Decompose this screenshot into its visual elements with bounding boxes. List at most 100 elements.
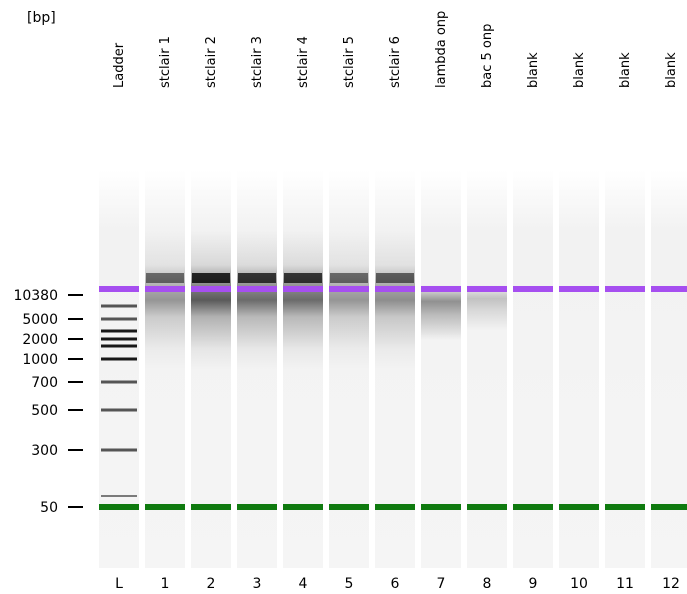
ladder-band bbox=[101, 357, 137, 361]
lane-background bbox=[559, 170, 599, 568]
lane-name: stclair 1 bbox=[158, 36, 173, 88]
lane-name: blank bbox=[618, 52, 633, 88]
lane-2 bbox=[191, 170, 231, 568]
upper-marker-band bbox=[145, 286, 185, 292]
lane-3 bbox=[237, 170, 277, 568]
size-marker-tick bbox=[68, 506, 83, 508]
size-marker-tick bbox=[68, 294, 83, 296]
lower-marker-band bbox=[467, 504, 507, 510]
lane-5 bbox=[329, 170, 369, 568]
lane-name: stclair 5 bbox=[342, 36, 357, 88]
upper-marker-band bbox=[99, 286, 139, 292]
size-marker-tick bbox=[68, 381, 83, 383]
lane-id: 11 bbox=[616, 576, 634, 592]
sample-smear bbox=[467, 285, 507, 330]
lane-6 bbox=[375, 170, 415, 568]
size-marker-label: 300 bbox=[31, 443, 58, 459]
size-marker-label: 500 bbox=[31, 403, 58, 419]
lane-name: stclair 6 bbox=[388, 36, 403, 88]
lane-id: 5 bbox=[345, 576, 354, 592]
sample-smear bbox=[421, 285, 461, 340]
lane-id: 3 bbox=[253, 576, 262, 592]
lane-background bbox=[513, 170, 553, 568]
size-marker-label: 1000 bbox=[22, 352, 58, 368]
lane-12 bbox=[651, 170, 687, 568]
sample-smear bbox=[191, 230, 231, 370]
upper-marker-band bbox=[375, 286, 415, 292]
lower-marker-band bbox=[329, 504, 369, 510]
size-marker-label: 2000 bbox=[22, 332, 58, 348]
ladder-band bbox=[101, 344, 137, 348]
lane-id: 4 bbox=[299, 576, 308, 592]
lane-id: 6 bbox=[391, 576, 400, 592]
size-marker-label: 5000 bbox=[22, 312, 58, 328]
lane-name: stclair 2 bbox=[204, 36, 219, 88]
lane-4 bbox=[283, 170, 323, 568]
lane-id: 2 bbox=[207, 576, 216, 592]
size-marker-tick bbox=[68, 409, 83, 411]
ladder-band bbox=[101, 337, 137, 341]
lane-name: Ladder bbox=[112, 42, 127, 88]
lanes bbox=[99, 170, 687, 568]
lane-background bbox=[651, 170, 687, 568]
upper-marker-band bbox=[329, 286, 369, 292]
lane-id: L bbox=[115, 576, 123, 592]
lane-10 bbox=[559, 170, 599, 568]
lane-8 bbox=[467, 170, 507, 568]
lower-marker-band bbox=[651, 504, 687, 510]
upper-marker-band bbox=[605, 286, 645, 292]
lower-marker-band bbox=[605, 504, 645, 510]
lower-marker-band bbox=[191, 504, 231, 510]
lane-11 bbox=[605, 170, 645, 568]
lane-id: 8 bbox=[483, 576, 492, 592]
lane-id: 12 bbox=[662, 576, 680, 592]
lane-background bbox=[467, 170, 507, 568]
lower-marker-band bbox=[559, 504, 599, 510]
lane-7 bbox=[421, 170, 461, 568]
sample-smear bbox=[237, 230, 277, 370]
size-marker-label: 10380 bbox=[13, 288, 58, 304]
lane-name: lambda onp bbox=[434, 11, 449, 88]
unit-label: [bp] bbox=[27, 10, 56, 26]
hmw-band bbox=[330, 273, 368, 283]
upper-marker-band bbox=[191, 286, 231, 292]
lane-l bbox=[99, 170, 139, 568]
upper-marker-band bbox=[513, 286, 553, 292]
hmw-band bbox=[284, 273, 322, 283]
lane-background bbox=[605, 170, 645, 568]
lane-name: stclair 4 bbox=[296, 36, 311, 88]
lane-labels: Ladder stclair 1 stclair 2 stclair 3 stclair… bbox=[112, 11, 679, 88]
size-marker-tick bbox=[68, 358, 83, 360]
lane-name: blank bbox=[526, 52, 541, 88]
lane-name: blank bbox=[572, 52, 587, 88]
lower-marker-band bbox=[375, 504, 415, 510]
upper-marker-band bbox=[421, 286, 461, 292]
upper-marker-band bbox=[283, 286, 323, 292]
sample-smear bbox=[329, 230, 369, 370]
ladder-band bbox=[101, 380, 137, 384]
ladder-band bbox=[101, 317, 137, 321]
size-marker-scale: 10380 5000 2000 1000 700 500 300 50 bbox=[13, 288, 83, 516]
lower-marker-band bbox=[99, 504, 139, 510]
lane-ids: L 1 2 3 4 5 6 7 8 9 10 11 12 bbox=[115, 576, 680, 592]
lane-name: blank bbox=[664, 52, 679, 88]
lane-id: 9 bbox=[529, 576, 538, 592]
hmw-band bbox=[376, 273, 414, 283]
size-marker-label: 50 bbox=[40, 500, 58, 516]
lower-marker-band bbox=[513, 504, 553, 510]
ladder-band bbox=[101, 304, 137, 308]
lower-marker-band bbox=[237, 504, 277, 510]
size-marker-label: 700 bbox=[31, 375, 58, 391]
lane-id: 10 bbox=[570, 576, 588, 592]
size-marker-tick bbox=[68, 318, 83, 320]
lane-1 bbox=[145, 170, 185, 568]
lane-name: stclair 3 bbox=[250, 36, 265, 88]
ladder-band bbox=[101, 448, 137, 452]
lane-id: 1 bbox=[161, 576, 170, 592]
upper-marker-band bbox=[467, 286, 507, 292]
hmw-band bbox=[192, 273, 230, 283]
lane-9 bbox=[513, 170, 553, 568]
lane-background bbox=[99, 170, 139, 568]
lower-marker-band bbox=[145, 504, 185, 510]
